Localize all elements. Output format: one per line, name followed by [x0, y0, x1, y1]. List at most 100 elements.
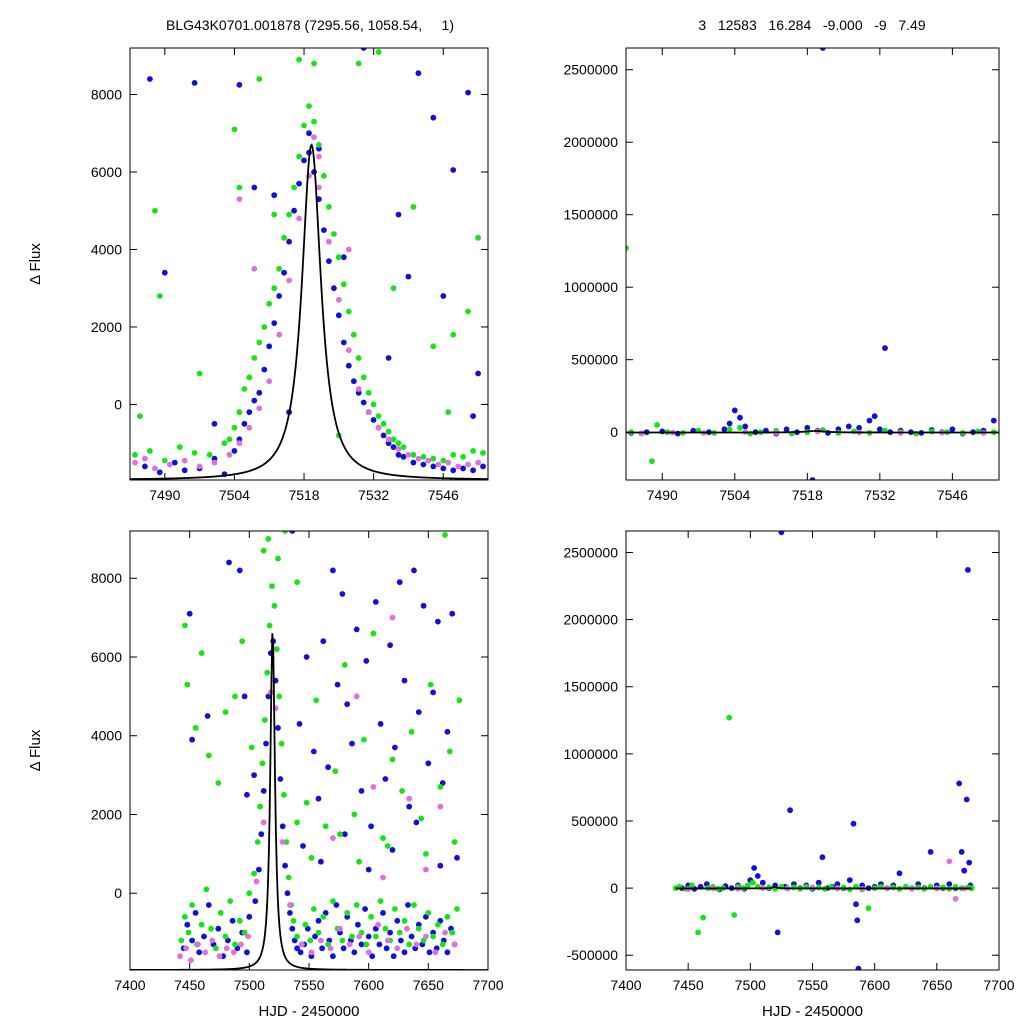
x-tick-label: 7700 — [472, 977, 503, 993]
data-point — [331, 285, 337, 292]
data-point — [353, 693, 360, 700]
data-point — [334, 681, 341, 688]
series-green — [178, 531, 463, 952]
x-tick-label: 7550 — [293, 977, 324, 993]
data-point — [395, 451, 402, 458]
data-point — [142, 463, 148, 470]
data-point — [291, 207, 297, 214]
data-point — [246, 424, 253, 431]
data-point — [395, 446, 402, 452]
data-point — [350, 331, 357, 338]
data-point — [230, 949, 237, 956]
data-point — [435, 921, 441, 928]
x-tick-label: 7532 — [864, 487, 895, 503]
data-point — [271, 211, 278, 218]
y-tick-label: 2000000 — [563, 612, 618, 628]
x-tick-label: 7518 — [792, 487, 823, 503]
data-point — [360, 48, 367, 51]
data-point — [339, 591, 346, 597]
data-point — [279, 839, 286, 845]
data-point — [430, 455, 437, 462]
data-point — [749, 879, 756, 886]
data-point — [241, 420, 248, 427]
data-point — [337, 831, 343, 838]
data-point — [259, 760, 266, 767]
data-point — [222, 709, 229, 715]
data-point — [465, 461, 471, 468]
data-point — [394, 945, 401, 952]
data-point — [440, 293, 447, 299]
data-point — [294, 819, 300, 826]
data-point — [958, 849, 965, 855]
data-point — [451, 941, 458, 948]
data-point — [269, 583, 275, 589]
data-point — [261, 717, 268, 723]
data-point — [695, 929, 701, 936]
data-point — [432, 949, 439, 956]
data-point — [289, 531, 296, 534]
data-point — [475, 370, 481, 377]
data-point — [966, 859, 973, 866]
data-point — [245, 933, 252, 940]
data-point — [256, 76, 263, 82]
plot-area — [130, 531, 488, 970]
data-point — [626, 245, 629, 251]
data-point — [178, 937, 185, 944]
data-point — [470, 413, 476, 419]
data-point — [152, 207, 158, 214]
data-point — [475, 459, 481, 466]
data-point — [377, 721, 384, 727]
data-point — [316, 153, 322, 160]
data-point — [301, 157, 307, 164]
figure-title-left: BLG43K0701.001878 (7295.56, 1058.54, 1) — [166, 17, 454, 33]
panel-bottom-right: 7400 7450 7500 7550 7600 7650 7700 -500000 0 5000… — [563, 530, 1015, 1020]
data-point — [204, 713, 211, 719]
data-point — [282, 531, 288, 534]
data-point — [456, 697, 463, 704]
data-point — [185, 929, 192, 936]
data-point — [890, 884, 897, 891]
data-point — [961, 867, 968, 874]
data-point — [380, 432, 387, 439]
data-point — [236, 917, 243, 924]
axes-frame — [129, 530, 489, 971]
data-point — [275, 555, 281, 562]
data-point — [380, 835, 386, 841]
data-point — [256, 339, 263, 346]
data-point — [382, 776, 389, 782]
data-point — [449, 610, 456, 617]
data-point — [420, 453, 427, 460]
data-point — [177, 953, 184, 960]
data-point — [251, 355, 258, 361]
data-point — [365, 933, 372, 940]
data-point — [406, 795, 413, 802]
data-point — [271, 285, 278, 292]
data-point — [308, 854, 315, 861]
data-point — [349, 740, 355, 747]
data-point — [815, 884, 822, 891]
data-point — [301, 122, 307, 129]
data-point — [326, 204, 332, 210]
data-point — [296, 153, 302, 160]
data-point — [251, 265, 258, 272]
data-point — [759, 879, 766, 886]
data-point — [156, 293, 163, 299]
data-point — [420, 602, 427, 609]
y-tick-label: 0 — [610, 880, 618, 896]
data-point — [370, 401, 377, 408]
data-point — [307, 937, 314, 944]
data-point — [475, 234, 481, 241]
data-point — [372, 933, 379, 940]
data-point — [435, 461, 442, 468]
data-point — [256, 866, 262, 873]
data-point — [266, 300, 273, 307]
data-point — [389, 614, 396, 621]
data-point — [231, 424, 238, 431]
data-point — [840, 884, 847, 891]
data-point — [183, 945, 190, 952]
x-tick-label: 7546 — [937, 487, 968, 503]
data-point — [319, 945, 325, 952]
data-point — [215, 780, 222, 786]
data-point — [137, 413, 143, 419]
data-point — [460, 465, 466, 472]
